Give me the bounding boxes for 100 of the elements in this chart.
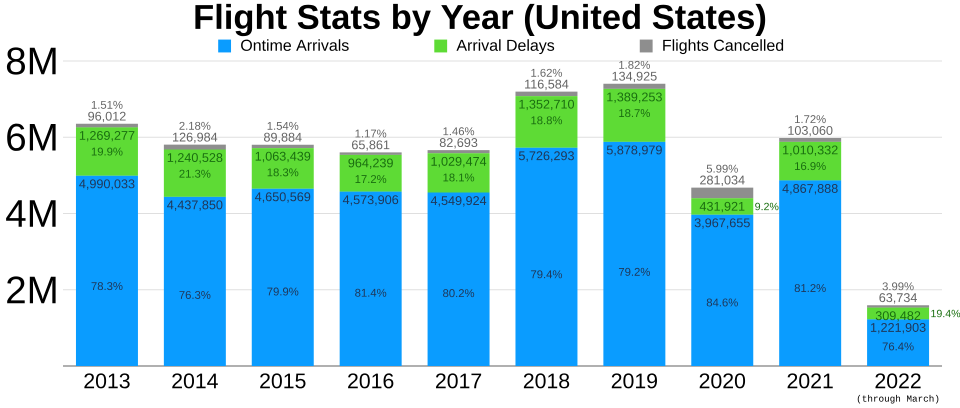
bar — [164, 144, 226, 150]
bar — [603, 84, 666, 89]
bar — [428, 150, 490, 154]
annotation: 1.82% — [619, 60, 650, 69]
bar — [340, 154, 402, 192]
annotation: 2.18% — [179, 122, 210, 130]
data-label: 1,269,277 — [80, 130, 134, 142]
data-label: 96,012 — [88, 112, 126, 122]
annotation: 1.54% — [268, 122, 298, 130]
annotation: 21.3% — [179, 170, 210, 178]
x-tick-label: 2021 — [788, 373, 833, 388]
annotation: 3.99% — [882, 282, 914, 290]
data-label: 82,693 — [440, 138, 478, 149]
bar — [691, 214, 754, 366]
annotation: 1.62% — [531, 68, 562, 77]
annotation: 16.9% — [795, 162, 826, 170]
data-label: 964,239 — [348, 158, 393, 169]
bar — [779, 142, 842, 180]
data-label: 5,726,293 — [518, 151, 574, 162]
bar — [76, 124, 138, 128]
bar — [515, 148, 578, 366]
data-label: 4,573,906 — [342, 195, 398, 206]
annotation: 5.99% — [706, 164, 738, 173]
y-tick-label: 4M — [6, 200, 56, 227]
data-label: 65,861 — [352, 140, 390, 151]
data-label: 281,034 — [700, 176, 745, 186]
bar — [252, 188, 314, 366]
bar — [428, 153, 490, 193]
data-label: 1,010,332 — [783, 145, 838, 156]
bar — [340, 152, 402, 155]
data-label: 4,549,924 — [430, 196, 486, 207]
annotation: 79.4% — [531, 270, 562, 278]
bar — [252, 148, 314, 189]
bar — [515, 96, 578, 148]
bar — [164, 196, 226, 366]
annotation: 81.2% — [794, 284, 826, 292]
x-tick-label: 2013 — [84, 373, 130, 388]
annotation: 9.2% — [755, 202, 779, 210]
y-tick-label: 8M — [6, 47, 56, 75]
annotation: 18.3% — [268, 168, 298, 176]
annotation: 19.4% — [931, 310, 960, 318]
bar — [340, 192, 402, 366]
text: (through March) — [858, 394, 938, 404]
bar — [164, 150, 226, 197]
legend-label: Flights Cancelled — [663, 39, 784, 54]
bar — [515, 92, 578, 96]
data-label: 5,878,979 — [606, 145, 662, 156]
legend-label: Arrival Delays — [456, 39, 554, 54]
bar — [779, 180, 842, 366]
annotation: 80.2% — [443, 289, 474, 298]
data-label: 4,650,569 — [254, 192, 310, 203]
annotation: 76.3% — [179, 290, 210, 299]
data-label: 1,389,253 — [607, 92, 662, 103]
x-tick-label: 2015 — [260, 373, 306, 388]
data-label: 1,240,528 — [168, 153, 222, 164]
x-tick-label: 2019 — [612, 373, 657, 388]
data-label: 116,584 — [525, 80, 568, 90]
y-tick-label: 6M — [7, 124, 56, 151]
annotation: 79.2% — [618, 268, 650, 276]
x-tick-label: 2020 — [700, 373, 746, 388]
bar — [252, 144, 314, 148]
y-tick-label: 2M — [7, 276, 56, 304]
x-tick-label: 2014 — [172, 373, 218, 388]
data-label: 126,984 — [173, 132, 218, 144]
bar — [867, 305, 930, 308]
annotation: 1.51% — [92, 100, 123, 109]
annotation: 1.17% — [356, 130, 386, 138]
annotation: 18.7% — [619, 109, 650, 118]
bar — [779, 138, 842, 142]
annotation: 18.8% — [531, 116, 562, 124]
annotation: 76.4% — [882, 342, 914, 350]
bar — [603, 88, 666, 142]
annotation: 1.72% — [795, 115, 826, 124]
bar — [76, 127, 138, 176]
x-tick-label: 2018 — [524, 373, 570, 388]
bar — [76, 176, 138, 366]
annotation: 1.46% — [443, 127, 474, 136]
bar — [603, 142, 666, 366]
data-label: 1,352,710 — [519, 100, 574, 110]
annotation: 18.1% — [443, 173, 474, 182]
data-label: 1,221,903 — [870, 323, 926, 334]
data-label: 3,967,655 — [694, 218, 750, 229]
annotation: 81.4% — [355, 288, 386, 297]
data-label: 431,921 — [700, 202, 744, 212]
data-label: 103,060 — [788, 126, 832, 136]
annotation: 78.3% — [92, 282, 123, 290]
x-tick-label: 2022 — [875, 373, 921, 388]
annotation: 79.9% — [267, 288, 298, 296]
legend-label: Ontime Arrivals — [241, 39, 349, 51]
chart-title: Flight Stats by Year (United States) — [195, 4, 766, 36]
data-label: 4,867,888 — [782, 184, 838, 194]
bar — [428, 192, 490, 366]
annotation: 17.2% — [356, 175, 386, 184]
annotation: 19.9% — [92, 148, 123, 156]
data-label: 63,734 — [879, 293, 917, 304]
data-label: 1,063,439 — [256, 152, 310, 162]
x-tick-label: 2017 — [436, 373, 482, 388]
data-label: 89,884 — [264, 132, 302, 144]
data-label: 1,029,474 — [431, 156, 486, 168]
data-label: 134,925 — [612, 72, 657, 82]
